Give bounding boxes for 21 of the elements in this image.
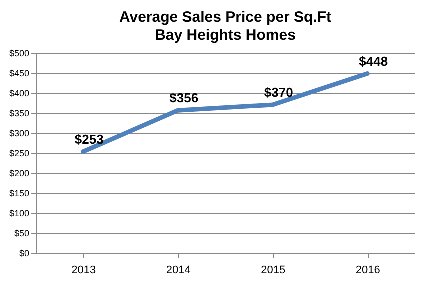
data-label: $356 xyxy=(170,90,199,106)
y-tick-label: $250 xyxy=(9,148,30,158)
y-tick-label: $350 xyxy=(9,108,30,118)
chart-subtitle: Bay Heights Homes xyxy=(155,27,296,44)
y-tick-label: $150 xyxy=(9,188,30,198)
x-tick-label: 2015 xyxy=(261,264,286,276)
y-tick-label: $100 xyxy=(9,208,30,218)
x-tick-label: 2016 xyxy=(356,264,380,276)
data-label: $253 xyxy=(74,132,104,147)
y-tick-label: $200 xyxy=(9,168,30,178)
y-tick-label: $50 xyxy=(14,228,30,238)
x-tick-label: 2013 xyxy=(72,264,96,276)
y-tick-label: $0 xyxy=(19,248,30,258)
y-tick-label: $450 xyxy=(9,68,30,78)
y-tick-label: $300 xyxy=(9,128,30,138)
data-label: $448 xyxy=(359,54,388,69)
x-tick-label: 2014 xyxy=(166,264,191,276)
data-label: $370 xyxy=(264,85,294,100)
y-tick-label: $400 xyxy=(9,88,30,98)
y-tick-label: $500 xyxy=(9,48,30,58)
chart-title: Average Sales Price per Sq.Ft xyxy=(119,9,332,26)
